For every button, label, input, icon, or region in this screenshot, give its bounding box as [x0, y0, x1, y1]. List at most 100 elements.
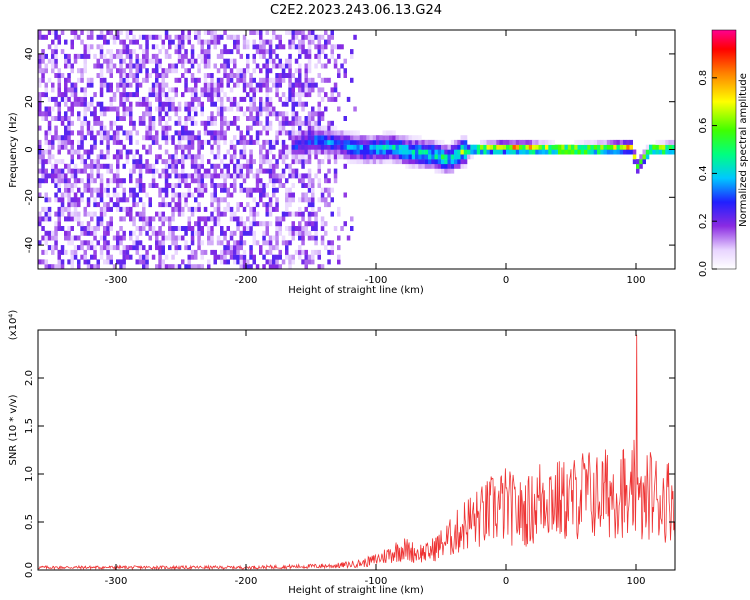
heatmap-cell	[216, 139, 221, 145]
heatmap-cell	[324, 221, 328, 227]
heatmap-cell	[418, 159, 422, 165]
heatmap-cell	[457, 139, 461, 145]
heatmap-cell	[116, 82, 120, 88]
heatmap-cell	[213, 92, 217, 98]
heatmap-cell	[229, 173, 234, 179]
heatmap-cell	[109, 135, 113, 141]
spectrogram-cells	[38, 30, 676, 270]
heatmap-cell	[285, 226, 289, 231]
heatmap-cell	[281, 235, 286, 241]
heatmap-cell	[223, 206, 227, 212]
heatmap-cell	[294, 120, 299, 126]
heatmap-cell	[281, 183, 286, 188]
heatmap-cell	[138, 163, 143, 169]
x-tick-label: 100	[626, 275, 645, 286]
heatmap-cell	[233, 173, 237, 179]
heatmap-cell	[301, 149, 305, 155]
heatmap-cell	[285, 96, 289, 102]
heatmap-cell	[272, 254, 276, 260]
heatmap-cell	[272, 264, 276, 270]
heatmap-cell	[317, 87, 321, 93]
heatmap-cell	[190, 101, 195, 107]
heatmap-cell	[44, 206, 48, 212]
heatmap-cell	[41, 77, 45, 83]
heatmap-cell	[158, 187, 162, 193]
heatmap-cell	[70, 82, 74, 88]
heatmap-cell	[138, 259, 143, 265]
heatmap-cell	[86, 173, 91, 179]
heatmap-cell	[174, 245, 178, 251]
heatmap-cell	[304, 73, 308, 78]
heatmap-cell	[447, 163, 451, 169]
heatmap-cell	[47, 30, 52, 35]
heatmap-cell	[122, 111, 126, 117]
heatmap-cell	[184, 53, 188, 59]
heatmap-cell	[239, 68, 243, 74]
heatmap-cell	[278, 34, 282, 40]
heatmap-cell	[311, 221, 315, 227]
heatmap-cell	[665, 144, 669, 150]
heatmap-cell	[197, 77, 201, 83]
heatmap-cell	[103, 111, 107, 117]
heatmap-cell	[340, 63, 344, 69]
heatmap-cell	[93, 163, 97, 169]
heatmap-cell	[301, 216, 305, 222]
heatmap-cell	[265, 202, 269, 208]
heatmap-cell	[197, 235, 201, 241]
heatmap-cell	[314, 125, 318, 131]
heatmap-cell	[246, 159, 250, 165]
heatmap-cell	[665, 139, 669, 145]
heatmap-cell	[275, 139, 279, 145]
heatmap-cell	[158, 230, 162, 236]
heatmap-cell	[252, 87, 256, 93]
heatmap-cell	[207, 39, 211, 45]
heatmap-cell	[83, 58, 87, 64]
heatmap-cell	[314, 230, 318, 236]
heatmap-cell	[216, 235, 221, 241]
heatmap-cell	[203, 139, 208, 145]
heatmap-cell	[207, 130, 211, 136]
heatmap-cell	[463, 163, 468, 169]
heatmap-cell	[77, 101, 81, 107]
heatmap-cell	[454, 144, 458, 150]
heatmap-cell	[54, 63, 58, 69]
heatmap-cell	[389, 154, 393, 160]
heatmap-cell	[320, 135, 325, 141]
heatmap-cell	[233, 178, 237, 184]
heatmap-cell	[239, 173, 243, 179]
heatmap-cell	[649, 149, 653, 155]
snr-x-label: Height of straight line (km)	[288, 585, 424, 596]
heatmap-cell	[145, 192, 149, 198]
heatmap-cell	[268, 49, 273, 55]
heatmap-cell	[242, 254, 247, 260]
heatmap-cell	[272, 49, 276, 55]
heatmap-cell	[194, 206, 198, 212]
heatmap-cell	[346, 135, 351, 141]
heatmap-cell	[99, 154, 104, 160]
heatmap-cell	[223, 197, 227, 203]
heatmap-cell	[90, 216, 94, 222]
heatmap-cell	[382, 159, 386, 165]
heatmap-cell	[242, 259, 247, 265]
heatmap-cell	[327, 249, 331, 255]
heatmap-cell	[73, 183, 78, 188]
heatmap-cell	[272, 187, 276, 193]
heatmap-cell	[236, 68, 240, 74]
heatmap-cell	[229, 87, 234, 93]
heatmap-cell	[116, 206, 120, 212]
heatmap-cell	[408, 135, 412, 141]
heatmap-cell	[83, 183, 87, 188]
heatmap-cell	[272, 111, 276, 117]
heatmap-cell	[259, 77, 263, 83]
heatmap-cell	[262, 202, 266, 208]
heatmap-cell	[171, 230, 175, 236]
heatmap-cell	[343, 221, 347, 227]
heatmap-cell	[57, 183, 61, 188]
snr-panel: -300 -200 -100 0 100 0.00.51.01.52.0 Height …	[8, 310, 676, 596]
heatmap-cell	[509, 139, 513, 145]
heatmap-cell	[200, 144, 204, 150]
heatmap-cell	[249, 30, 253, 35]
heatmap-cell	[164, 125, 169, 131]
heatmap-cell	[415, 139, 419, 145]
heatmap-cell	[255, 49, 260, 55]
